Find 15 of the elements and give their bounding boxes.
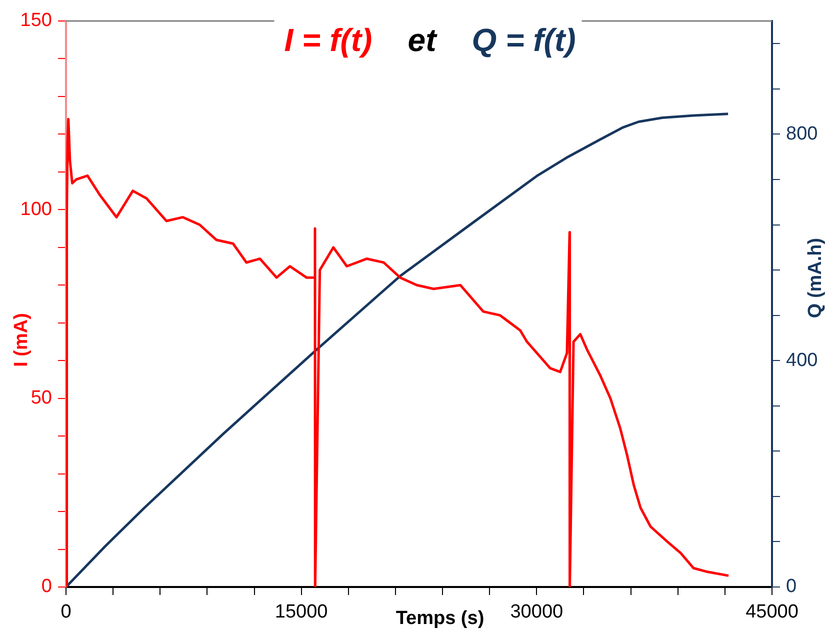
x-tick-label: 45000 [746, 602, 798, 623]
y-axis-title: I (mA) [11, 313, 32, 367]
y2-axis-title: Q (mA.h) [805, 238, 826, 318]
x-tick-label: 30000 [510, 602, 564, 623]
y-tick-label: 100 [20, 198, 52, 220]
x-axis-title: Temps (s) [396, 608, 484, 630]
y2-tick-label: 800 [786, 123, 818, 144]
chart-title: I = f(t) et Q = f(t) [284, 22, 576, 58]
y2-tick-label: 0 [786, 576, 797, 598]
x-tick-label: 0 [60, 602, 72, 623]
y-tick-label: 0 [41, 576, 52, 598]
y-tick-label: 50 [30, 388, 52, 409]
x-tick-label: 15000 [274, 602, 328, 623]
y-tick-label: 150 [20, 10, 52, 32]
y2-tick-label: 400 [786, 350, 818, 371]
